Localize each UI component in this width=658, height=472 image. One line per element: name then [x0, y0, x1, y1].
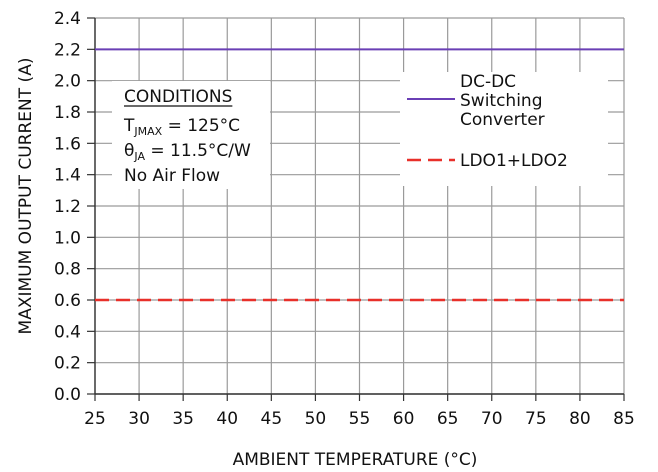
- y-tick-label: 2.4: [54, 9, 81, 29]
- y-axis-title: MAXIMUM OUTPUT CURRENT (A): [16, 58, 36, 335]
- conditions-heading: CONDITIONS: [124, 87, 232, 107]
- x-tick-label: 70: [481, 409, 503, 429]
- conditions-background: [112, 81, 270, 189]
- y-tick-label: 0.6: [54, 291, 81, 311]
- legend-label-dc-dc: DC-DC Switching Converter: [460, 72, 548, 130]
- y-tick-label: 0.8: [54, 260, 81, 280]
- x-tick-label: 45: [261, 409, 283, 429]
- x-tick-label: 75: [525, 409, 547, 429]
- y-tick-label: 2.0: [54, 72, 81, 92]
- y-tick-labels: 0.0 0.2 0.4 0.6 0.8 1.0 1.2 1.4 1.6 1.8 2.0 2.2 2.4: [54, 9, 81, 405]
- x-tick-label: 50: [305, 409, 327, 429]
- x-tick-labels: 25 30 35 40 45 50 55 60 65 70 75 80 85: [84, 409, 635, 429]
- legend: DC-DC Switching Converter LDO1+LDO2: [400, 72, 608, 186]
- x-axis-title: AMBIENT TEMPERATURE (°C): [233, 450, 478, 470]
- y-tick-label: 1.4: [54, 166, 81, 186]
- series-lines: [95, 48, 624, 302]
- x-tick-label: 65: [437, 409, 459, 429]
- legend-label-ldo: LDO1+LDO2: [460, 151, 568, 171]
- x-tick-label: 25: [84, 409, 106, 429]
- y-tick-label: 2.2: [54, 40, 81, 60]
- x-tick-label: 35: [172, 409, 194, 429]
- y-tick-label: 1.6: [54, 134, 81, 154]
- y-tick-label: 1.8: [54, 103, 81, 123]
- theta-ja-condition: θJA = 11.5°C/W: [124, 141, 251, 163]
- legend-background: [400, 72, 608, 186]
- x-tick-label: 30: [128, 409, 150, 429]
- y-tick-label: 0.2: [54, 354, 81, 374]
- x-tick-label: 60: [393, 409, 415, 429]
- axes: [87, 17, 625, 401]
- x-tick-label: 80: [569, 409, 591, 429]
- y-tick-label: 0.4: [54, 322, 81, 342]
- y-tick-label: 1.2: [54, 197, 81, 217]
- y-tick-label: 1.0: [54, 228, 81, 248]
- tjmax-condition: TJMAX = 125°C: [123, 116, 240, 138]
- x-tick-label: 85: [613, 409, 635, 429]
- airflow-condition: No Air Flow: [124, 166, 220, 186]
- x-tick-label: 40: [216, 409, 238, 429]
- y-tick-label: 0.0: [54, 385, 81, 405]
- conditions-annotation: CONDITIONS TJMAX = 125°C θJA = 11.5°C/W …: [112, 81, 270, 189]
- x-tick-label: 55: [349, 409, 371, 429]
